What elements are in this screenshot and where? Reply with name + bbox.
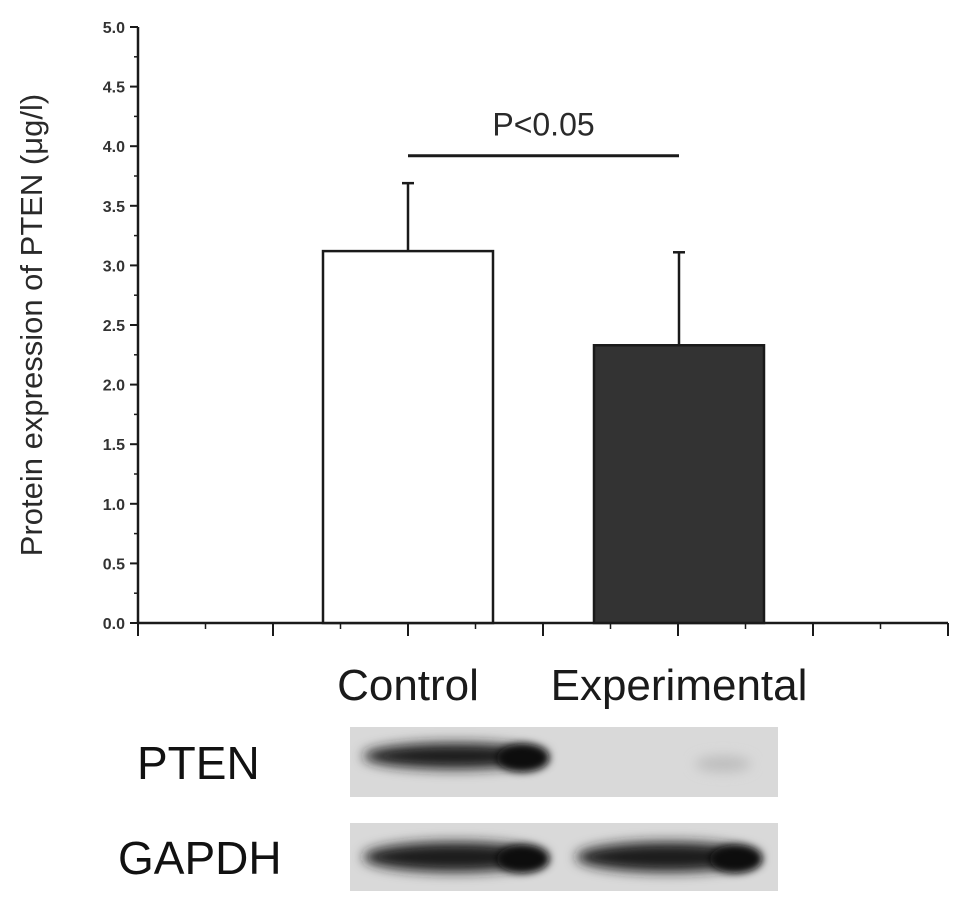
y-tick-label: 1.5: [103, 437, 125, 454]
significance-bracket: P<0.05: [408, 107, 679, 158]
y-axis: 0.0 0.5 1.0 1.5 2.0 2.5 3.0 3.5 4.0 4.5 5.0: [103, 20, 140, 633]
y-tick-label: 2.0: [103, 378, 125, 395]
y-tick-label: 4.0: [103, 139, 125, 156]
y-tick-label: 4.5: [103, 80, 125, 97]
blot-band-faint: [695, 756, 751, 772]
blot-band-core: [710, 845, 762, 873]
blot-label-gapdh: GAPDH: [118, 832, 282, 884]
y-tick-label: 1.0: [103, 497, 125, 514]
category-label-control: Control: [337, 661, 479, 710]
blot-band-core: [497, 744, 549, 772]
y-tick-label: 2.5: [103, 318, 125, 335]
bar-experimental: [592, 344, 766, 625]
y-tick-label: 0.5: [103, 556, 125, 573]
blot-row-gapdh: GAPDH: [118, 823, 778, 891]
bar-chart: 0.0 0.5 1.0 1.5 2.0 2.5 3.0 3.5 4.0 4.5 5.0 P<0.05…: [14, 20, 949, 710]
blot-band-core: [497, 845, 549, 873]
category-labels: Control Experimental: [337, 661, 807, 710]
western-blot-panel: PTEN GAPDH: [118, 727, 778, 891]
y-tick-label: 3.5: [103, 199, 125, 216]
blot-row-pten: PTEN: [137, 727, 778, 797]
bars: [321, 249, 766, 625]
significance-label: P<0.05: [492, 107, 594, 143]
y-tick-label: 3.0: [103, 258, 125, 275]
y-tick-label: 5.0: [103, 20, 125, 37]
y-axis-title: Protein expression of PTEN (μg/l): [14, 94, 49, 556]
blot-label-pten: PTEN: [137, 737, 260, 789]
category-label-experimental: Experimental: [551, 661, 808, 710]
error-bars: [402, 181, 685, 346]
x-axis: [137, 621, 949, 636]
y-tick-label: 0.0: [103, 616, 125, 633]
bar-control: [321, 249, 495, 625]
